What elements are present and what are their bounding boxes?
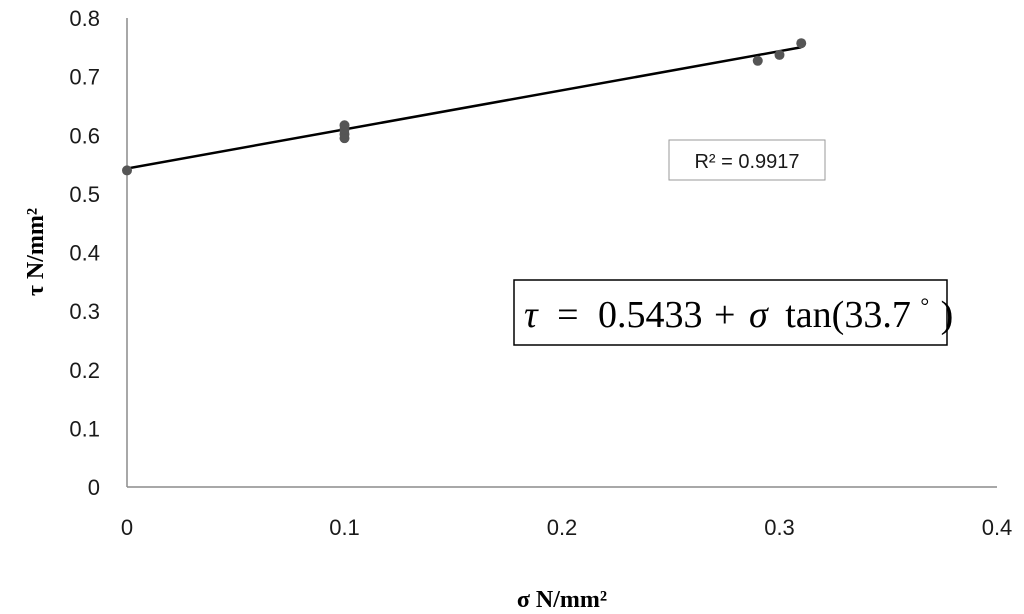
x-tick-label: 0: [121, 515, 133, 540]
equation-text: τ = 0.5433 + σ tan(33.7 ° ): [524, 280, 953, 336]
data-point: [122, 165, 132, 176]
data-point: [339, 120, 350, 131]
x-tick-label: 0.1: [329, 515, 360, 540]
data-point: [752, 55, 763, 66]
y-tick-label: 0.8: [69, 6, 100, 31]
data-point: [796, 38, 807, 49]
equation-number: 0.5433: [598, 294, 703, 336]
equation-tau: τ: [524, 294, 539, 336]
trendline: [126, 46, 802, 170]
x-tick-label: 0.2: [547, 515, 578, 540]
equation-degree: °: [920, 293, 929, 318]
y-tick-label: 0.3: [69, 299, 100, 324]
equation-plus: +: [714, 294, 735, 336]
y-tick-label: 0.7: [69, 65, 100, 90]
y-tick-label: 0.6: [69, 123, 100, 148]
equation-equals: =: [557, 294, 578, 336]
x-tick-label: 0.4: [982, 515, 1013, 540]
y-tick-labels: 0 0.1 0.2 0.3 0.4 0.5 0.6 0.7 0.8: [69, 6, 100, 500]
equation-close: ): [941, 294, 954, 336]
y-tick-label: 0.5: [69, 182, 100, 207]
equation-box: [513, 279, 948, 346]
data-point: [774, 49, 785, 60]
x-axis-title: σ N/mm²: [517, 587, 607, 613]
y-axis-title: τ N/mm²: [23, 208, 49, 296]
x-tick-labels: 0 0.1 0.2 0.3 0.4: [121, 515, 1012, 540]
r-squared-label: R² = 0.9917: [694, 151, 799, 173]
y-tick-label: 0.4: [69, 241, 100, 266]
y-tick-label: 0: [88, 475, 100, 500]
r-squared-box: [668, 139, 826, 181]
y-tick-label: 0.2: [69, 358, 100, 383]
y-tick-label: 0.1: [69, 416, 100, 441]
equation-sigma: σ: [749, 294, 769, 336]
equation-tan: tan(33.7: [785, 294, 911, 336]
data-points: [122, 38, 807, 176]
x-tick-label: 0.3: [764, 515, 795, 540]
